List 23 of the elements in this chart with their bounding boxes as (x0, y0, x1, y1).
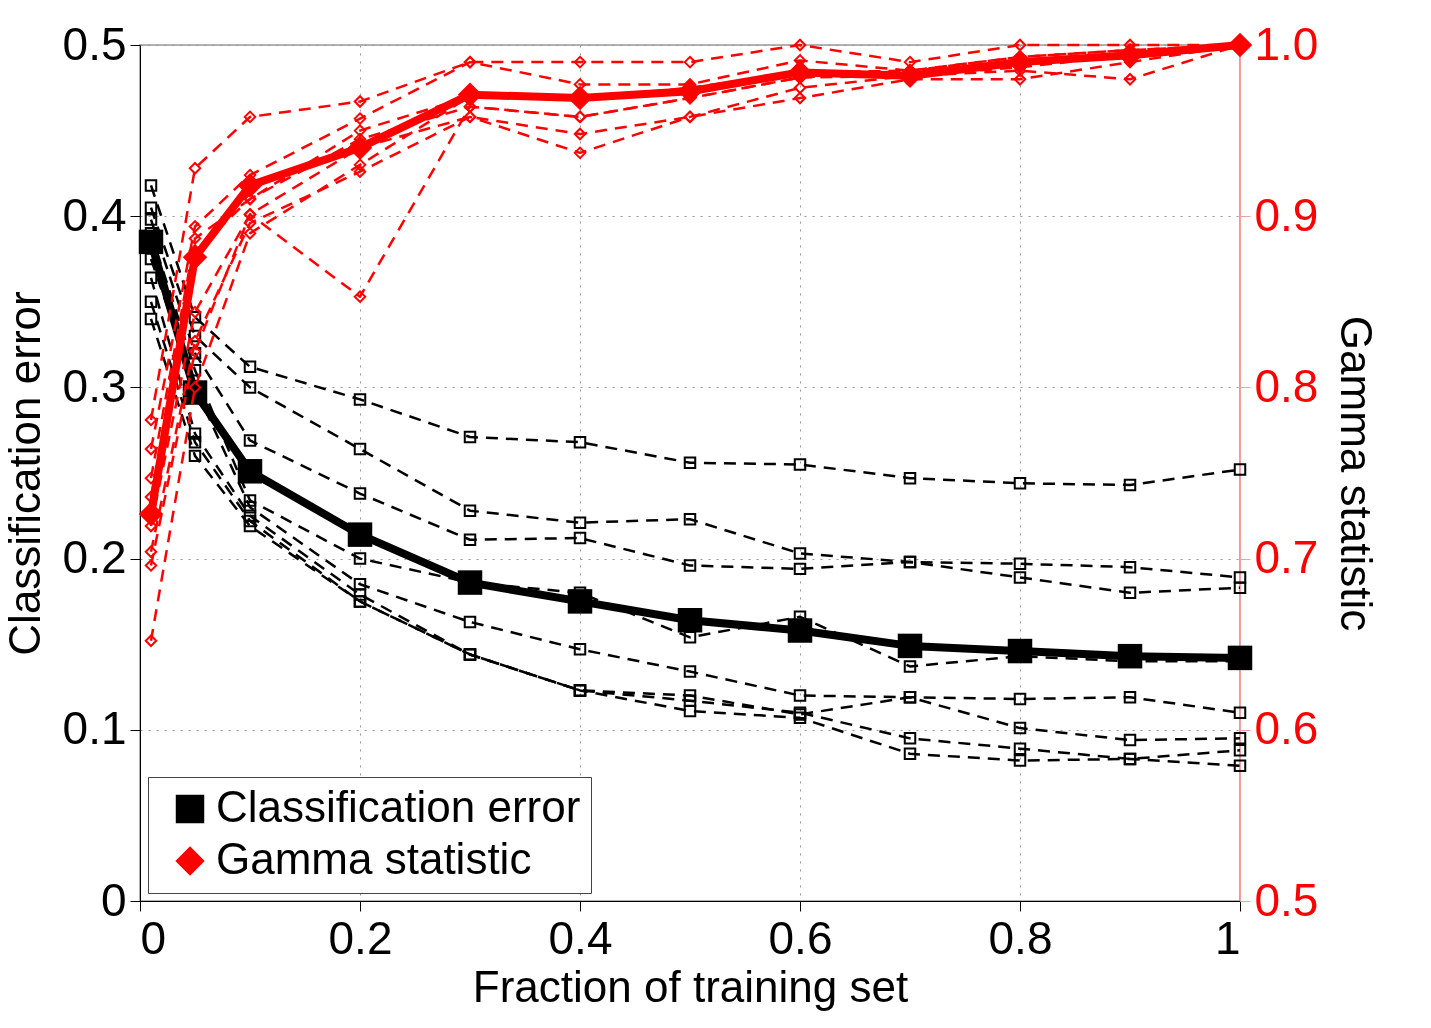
y-tick-label: 0 (100, 873, 127, 926)
y-tick-label: 0.3 (62, 359, 127, 412)
x-tick-label: 1 (1214, 911, 1241, 964)
y-tick-label: 0.4 (62, 188, 127, 241)
y2-tick-label: 0.7 (1254, 531, 1319, 584)
y2-tick-label: 0.9 (1254, 188, 1319, 241)
y-axis-title: Classification error (0, 291, 49, 656)
legend-label: Classification error (216, 782, 581, 831)
x-tick-label: 0.2 (328, 911, 393, 964)
y2-axis-title: Gamma statistic (1332, 315, 1382, 632)
y2-tick-label: 0.8 (1254, 359, 1319, 412)
y-tick-label: 0.2 (62, 531, 127, 584)
x-tick-label: 0.4 (548, 911, 613, 964)
y2-tick-label: 0.6 (1254, 702, 1319, 755)
y-tick-label: 0.5 (62, 17, 127, 70)
y-tick-label: 0.1 (62, 702, 127, 755)
x-tick-label: 0.6 (768, 911, 833, 964)
y2-tick-label: 1.0 (1254, 17, 1319, 70)
x-tick-label: 0.8 (988, 911, 1053, 964)
legend-label: Gamma statistic (216, 834, 532, 883)
x-axis-title: Fraction of training set (472, 961, 909, 1011)
y2-tick-label: 0.5 (1254, 873, 1319, 926)
x-tick-label: 0 (140, 911, 167, 964)
